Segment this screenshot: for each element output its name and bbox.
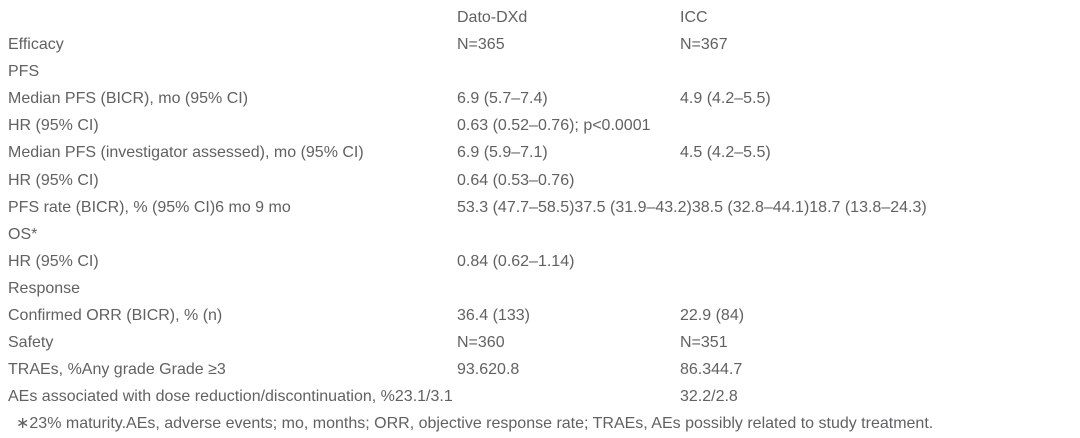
row-label: Median PFS (BICR), mo (95% CI) bbox=[8, 90, 249, 108]
row-label: Response bbox=[8, 279, 81, 297]
row-label: PFS rate (BICR), % (95% CI)6 mo 9 mo bbox=[8, 198, 291, 216]
row-label: PFS bbox=[8, 63, 40, 81]
row-confirmed-orr: Confirmed ORR (BICR), % (n) 36.4 (133) 2… bbox=[8, 302, 1080, 329]
icc-cell bbox=[680, 167, 1080, 194]
icc-cell: 22.9 (84) bbox=[680, 307, 745, 325]
row-pfs-section: PFS bbox=[8, 58, 1080, 85]
row-label: Confirmed ORR (BICR), % (n) bbox=[8, 307, 223, 325]
row-traes: TRAEs, %Any grade Grade ≥3 93.620.8 86.3… bbox=[8, 356, 1080, 383]
row-label: Safety bbox=[8, 334, 54, 352]
row-efficacy: Efficacy N=365 N=367 bbox=[8, 31, 1080, 58]
row-pfs-rate: PFS rate (BICR), % (95% CI)6 mo 9 mo 53.… bbox=[8, 194, 1080, 221]
dato-dxd-cell: 0.63 (0.52–0.76); p<0.0001 bbox=[457, 117, 651, 135]
icc-cell: N=351 bbox=[680, 334, 728, 352]
dato-dxd-cell: N=360 bbox=[457, 334, 505, 352]
row-response-section: Response bbox=[8, 275, 1080, 302]
icc-cell bbox=[680, 112, 1080, 139]
header-empty-cell bbox=[8, 4, 457, 31]
row-label: OS* bbox=[8, 225, 38, 243]
dato-dxd-cell: 93.620.8 bbox=[457, 361, 520, 379]
icc-cell bbox=[680, 221, 1080, 248]
row-label: HR (95% CI) bbox=[8, 252, 99, 270]
footnote-abbreviations: ∗23% maturity.AEs, adverse events; mo, m… bbox=[16, 415, 934, 433]
icc-cell: 86.344.7 bbox=[680, 361, 743, 379]
icc-cell bbox=[680, 275, 1080, 302]
row-os-section: OS* bbox=[8, 221, 1080, 248]
row-label: AEs associated with dose reduction/disco… bbox=[8, 388, 453, 406]
row-hr-investigator: HR (95% CI) 0.64 (0.53–0.76) bbox=[8, 167, 1080, 194]
icc-cell: 32.2/2.8 bbox=[680, 388, 738, 406]
table-header-row: Dato-DXd ICC bbox=[8, 4, 1080, 31]
dato-dxd-cell: 6.9 (5.9–7.1) bbox=[457, 144, 548, 162]
dato-dxd-cell bbox=[457, 275, 680, 302]
dato-dxd-cell: 36.4 (133) bbox=[457, 307, 530, 325]
row-median-pfs-bicr: Median PFS (BICR), mo (95% CI) 6.9 (5.7–… bbox=[8, 85, 1080, 112]
row-hr-os: HR (95% CI) 0.84 (0.62–1.14) bbox=[8, 248, 1080, 275]
pfs-rate-values-cell: 53.3 (47.7–58.5)37.5 (31.9–43.2)38.5 (32… bbox=[457, 198, 927, 216]
efficacy-safety-table: Dato-DXd ICC Efficacy N=365 N=367 PFS Me… bbox=[8, 4, 1080, 410]
row-label: HR (95% CI) bbox=[8, 171, 99, 189]
header-dato-dxd: Dato-DXd bbox=[457, 9, 528, 26]
row-label: HR (95% CI) bbox=[8, 117, 99, 135]
dato-dxd-cell: 0.84 (0.62–1.14) bbox=[457, 252, 575, 270]
icc-cell bbox=[680, 58, 1080, 85]
row-median-pfs-investigator: Median PFS (investigator assessed), mo (… bbox=[8, 139, 1080, 166]
icc-cell bbox=[680, 248, 1080, 275]
row-label: TRAEs, %Any grade Grade ≥3 bbox=[8, 361, 226, 379]
icc-cell: 4.5 (4.2–5.5) bbox=[680, 144, 771, 162]
dato-dxd-cell bbox=[457, 221, 680, 248]
dato-dxd-cell: N=365 bbox=[457, 36, 505, 54]
dato-dxd-cell: 0.64 (0.53–0.76) bbox=[457, 171, 575, 189]
row-aes-dose-reduction: AEs associated with dose reduction/disco… bbox=[8, 383, 1080, 410]
header-icc: ICC bbox=[680, 9, 708, 26]
row-hr-bicr: HR (95% CI) 0.63 (0.52–0.76); p<0.0001 bbox=[8, 112, 1080, 139]
dato-dxd-cell: 6.9 (5.7–7.4) bbox=[457, 90, 548, 108]
dato-dxd-cell bbox=[457, 58, 680, 85]
icc-cell: N=367 bbox=[680, 36, 728, 54]
row-safety-section: Safety N=360 N=351 bbox=[8, 329, 1080, 356]
row-label: Efficacy bbox=[8, 36, 64, 54]
row-label: Median PFS (investigator assessed), mo (… bbox=[8, 144, 364, 162]
icc-cell: 4.9 (4.2–5.5) bbox=[680, 90, 771, 108]
